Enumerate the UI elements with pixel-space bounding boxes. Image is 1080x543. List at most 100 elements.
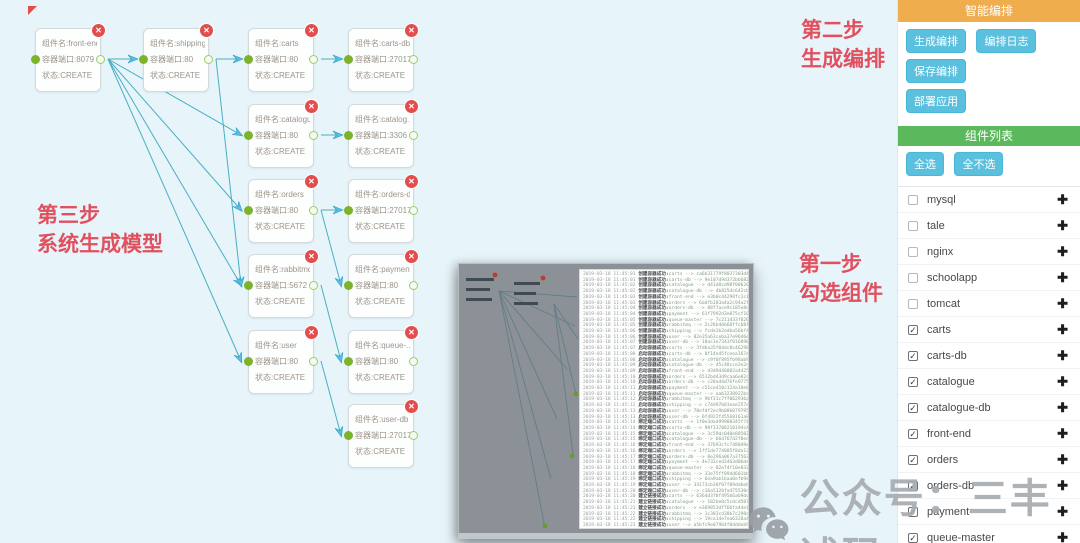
add-component-icon[interactable]: ✚: [1057, 399, 1068, 415]
node-name-line: 组件名:user: [255, 341, 297, 350]
component-node-shipping[interactable]: 组件名:shipping 容器端口:80 状态:CREATE ✕: [139, 23, 214, 92]
output-port[interactable]: [96, 55, 105, 64]
delete-badge-icon[interactable]: ✕: [404, 249, 419, 264]
output-port[interactable]: [309, 206, 318, 215]
add-component-icon[interactable]: ✚: [1057, 503, 1068, 519]
input-port[interactable]: [344, 281, 353, 290]
orchestration-canvas[interactable]: 组件名:front-end 容器端口:8079 状态:CREATE ✕ 组件名:ship…: [0, 0, 897, 543]
node-port-line: 容器端口:80: [255, 206, 299, 215]
output-port[interactable]: [409, 357, 418, 366]
delete-badge-icon[interactable]: ✕: [404, 174, 419, 189]
output-port[interactable]: [309, 357, 318, 366]
component-node-front-end[interactable]: 组件名:front-end 容器端口:8079 状态:CREATE ✕: [31, 23, 106, 92]
delete-badge-icon[interactable]: ✕: [304, 249, 319, 264]
delete-badge-icon[interactable]: ✕: [304, 23, 319, 38]
add-component-icon[interactable]: ✚: [1057, 191, 1068, 207]
component-row-mysql: mysql ✚: [898, 187, 1080, 213]
select-all-button[interactable]: 全选: [906, 152, 944, 176]
input-port[interactable]: [244, 281, 253, 290]
input-port[interactable]: [344, 131, 353, 140]
add-component-icon[interactable]: ✚: [1057, 269, 1068, 285]
component-checkbox-tomcat[interactable]: [908, 298, 918, 309]
orchestration-log-button[interactable]: 编排日志: [976, 29, 1037, 53]
output-port[interactable]: [409, 206, 418, 215]
add-component-icon[interactable]: ✚: [1057, 477, 1068, 493]
component-row-nginx: nginx ✚: [898, 239, 1080, 265]
input-port[interactable]: [244, 357, 253, 366]
orchestration-log-panel[interactable]: 2019-03-18 11:45:01 创建容器成功:carts --> ca6…: [579, 269, 749, 529]
input-port[interactable]: [344, 431, 353, 440]
delete-badge-icon[interactable]: ✕: [404, 399, 419, 414]
select-none-button[interactable]: 全不选: [954, 152, 1004, 176]
component-checkbox-carts[interactable]: ✓: [908, 324, 918, 335]
node-name-line: 组件名:catalog...: [355, 115, 410, 124]
add-component-icon[interactable]: ✚: [1057, 321, 1068, 337]
input-port[interactable]: [344, 357, 353, 366]
add-component-icon[interactable]: ✚: [1057, 451, 1068, 467]
component-node-payment[interactable]: 组件名:payment 容器端口:80 状态:CREATE ✕: [344, 249, 419, 318]
component-checkbox-schoolapp[interactable]: [908, 272, 918, 283]
log-line: 2019-03-18 11:45:10 启动容器成功:orders-db -->…: [583, 380, 749, 386]
add-component-icon[interactable]: ✚: [1057, 373, 1068, 389]
annotation-step1: 第一步 勾选组件: [799, 250, 883, 308]
component-node-user[interactable]: 组件名:user 容器端口:80 状态:CREATE ✕: [244, 325, 319, 394]
component-node-catalogue-db[interactable]: 组件名:catalog... 容器端口:3306 状态:CREATE ✕: [344, 99, 419, 168]
output-port[interactable]: [409, 55, 418, 64]
save-orchestration-button[interactable]: 保存编排: [906, 59, 966, 83]
component-node-carts[interactable]: 组件名:carts 容器端口:80 状态:CREATE ✕: [244, 23, 319, 92]
component-node-queue-master[interactable]: 组件名:queue-... 容器端口:80 状态:CREATE ✕: [344, 325, 419, 394]
output-port[interactable]: [409, 281, 418, 290]
output-port[interactable]: [409, 131, 418, 140]
input-port[interactable]: [244, 206, 253, 215]
add-component-icon[interactable]: ✚: [1057, 347, 1068, 363]
output-port[interactable]: [309, 281, 318, 290]
add-component-icon[interactable]: ✚: [1057, 243, 1068, 259]
log-line: 2019-03-18 11:45:11 启动容器成功:queue-master …: [583, 391, 749, 397]
component-checkbox-catalogue[interactable]: ✓: [908, 376, 918, 387]
delete-badge-icon[interactable]: ✕: [304, 174, 319, 189]
delete-badge-icon[interactable]: ✕: [404, 325, 419, 340]
component-node-catalogue[interactable]: 组件名:catalogue 容器端口:80 状态:CREATE ✕: [244, 99, 319, 168]
input-port[interactable]: [244, 131, 253, 140]
component-checkbox-catalogue-db[interactable]: ✓: [908, 402, 918, 413]
delete-badge-icon[interactable]: ✕: [404, 23, 419, 38]
delete-badge-icon[interactable]: ✕: [199, 23, 214, 38]
component-node-orders-db[interactable]: 组件名:orders-db 容器端口:27017 状态:CREATE ✕: [344, 174, 419, 243]
input-port[interactable]: [344, 206, 353, 215]
output-port[interactable]: [309, 131, 318, 140]
deploy-app-button[interactable]: 部署应用: [906, 89, 966, 113]
component-checkbox-mysql[interactable]: [908, 194, 918, 205]
component-node-user-db[interactable]: 组件名:user-db 容器端口:27017 状态:CREATE ✕: [344, 399, 419, 468]
add-component-icon[interactable]: ✚: [1057, 295, 1068, 311]
component-checkbox-front-end[interactable]: ✓: [908, 428, 918, 439]
log-line: 2019-03-18 11:45:16 绑定端口成功:front-end -->…: [583, 443, 749, 449]
component-row-catalogue: ✓ catalogue ✚: [898, 369, 1080, 395]
delete-badge-icon[interactable]: ✕: [404, 99, 419, 114]
node-status-line: 状态:CREATE: [42, 71, 93, 80]
component-node-carts-db[interactable]: 组件名:carts-db 容器端口:27017 状态:CREATE ✕: [344, 23, 419, 92]
component-checkbox-nginx[interactable]: [908, 246, 918, 257]
output-port[interactable]: [309, 55, 318, 64]
delete-badge-icon[interactable]: ✕: [304, 325, 319, 340]
component-checkbox-payment[interactable]: ✓: [908, 506, 918, 517]
node-port-line: 容器端口:80: [255, 131, 299, 140]
input-port[interactable]: [31, 55, 40, 64]
component-node-rabbitmq[interactable]: 组件名:rabbitmq 容器端口:5672 状态:CREATE ✕: [244, 249, 319, 318]
component-checkbox-orders[interactable]: ✓: [908, 454, 918, 465]
add-component-icon[interactable]: ✚: [1057, 217, 1068, 233]
component-node-orders[interactable]: 组件名:orders 容器端口:80 状态:CREATE ✕: [244, 174, 319, 243]
component-checkbox-queue-master[interactable]: ✓: [908, 532, 918, 543]
input-port[interactable]: [139, 55, 148, 64]
component-checkbox-tale[interactable]: [908, 220, 918, 231]
add-component-icon[interactable]: ✚: [1057, 529, 1068, 543]
generate-orchestration-button[interactable]: 生成编排: [906, 29, 966, 53]
input-port[interactable]: [244, 55, 253, 64]
component-checkbox-carts-db[interactable]: ✓: [908, 350, 918, 361]
component-checkbox-orders-db[interactable]: ✓: [908, 480, 918, 491]
output-port[interactable]: [409, 431, 418, 440]
delete-badge-icon[interactable]: ✕: [304, 99, 319, 114]
output-port[interactable]: [204, 55, 213, 64]
delete-badge-icon[interactable]: ✕: [91, 23, 106, 38]
input-port[interactable]: [344, 55, 353, 64]
add-component-icon[interactable]: ✚: [1057, 425, 1068, 441]
